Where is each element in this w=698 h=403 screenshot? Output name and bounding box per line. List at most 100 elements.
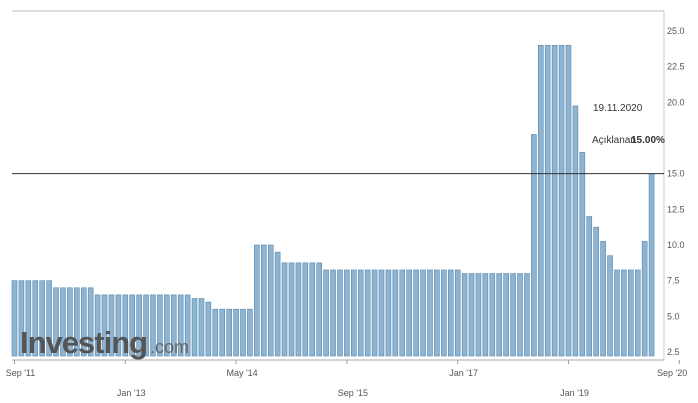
logo-sub-text: .com	[150, 337, 189, 357]
bar	[607, 255, 613, 357]
bar	[544, 44, 551, 357]
y-tick-label: 12.5	[667, 204, 685, 214]
bar	[281, 262, 288, 357]
bar	[344, 269, 350, 357]
bar	[260, 244, 267, 357]
bar	[108, 294, 115, 357]
value-annotation: 19.11.2020 Açıklanan 15.00%	[592, 103, 665, 146]
bar	[524, 273, 530, 357]
bar	[441, 269, 447, 357]
y-tick-label: 25.0	[667, 26, 685, 36]
bar	[101, 294, 108, 357]
bar	[53, 287, 59, 357]
bar	[39, 280, 45, 357]
x-tick-label: Sep '20	[657, 368, 687, 378]
bar	[420, 269, 426, 357]
bar	[60, 287, 66, 357]
bar	[427, 269, 433, 357]
bar	[316, 262, 322, 357]
bar	[205, 301, 212, 357]
bar	[482, 273, 489, 357]
bar	[461, 273, 468, 357]
bar	[579, 151, 586, 357]
x-tick-label: Jan '13	[117, 388, 146, 398]
x-tick-label: Sep '15	[338, 388, 368, 398]
bar	[240, 308, 246, 357]
bar	[80, 287, 87, 357]
bar	[136, 294, 142, 357]
bar	[531, 134, 537, 357]
bar	[337, 269, 343, 357]
bar	[621, 269, 627, 357]
bar	[94, 294, 101, 357]
y-tick-label: 10.0	[667, 240, 685, 250]
bar	[648, 173, 655, 357]
bar	[330, 269, 336, 357]
y-tick-label: 2.5	[667, 347, 680, 357]
y-axis-ticks: 25.0 22.5 20.0 15.0 12.5 10.0 7.5 5.0 2.5	[667, 26, 685, 357]
x-tick-label: Jan '17	[449, 368, 478, 378]
bars	[11, 44, 655, 357]
bar	[378, 269, 385, 357]
bar	[537, 44, 544, 357]
bar	[288, 262, 295, 357]
bar	[233, 308, 239, 357]
bar	[641, 241, 648, 357]
bar	[392, 269, 399, 357]
y-tick-label: 15.0	[667, 169, 685, 179]
bar	[11, 280, 18, 357]
bar	[351, 269, 357, 357]
bar	[212, 308, 219, 357]
bar	[295, 262, 302, 357]
bar	[32, 280, 39, 357]
bar	[434, 269, 440, 357]
bar	[614, 269, 620, 357]
bar	[565, 44, 572, 357]
bar	[122, 294, 129, 357]
bar	[447, 269, 454, 357]
bar	[600, 241, 606, 357]
bar	[198, 298, 205, 357]
y-tick-label: 5.0	[667, 311, 680, 321]
y-tick-label: 7.5	[667, 276, 680, 286]
bar	[586, 216, 593, 357]
bar	[468, 273, 475, 357]
bar	[371, 269, 378, 357]
bar	[302, 262, 309, 357]
bar	[496, 273, 503, 357]
bar	[475, 273, 482, 357]
bar	[46, 280, 52, 357]
bar	[170, 294, 177, 357]
bar	[572, 105, 579, 357]
bar	[150, 294, 156, 357]
bar	[634, 269, 641, 357]
bar	[399, 269, 406, 357]
bar	[517, 273, 523, 357]
bar	[18, 280, 25, 357]
x-tick-label: Sep '11	[6, 368, 36, 378]
bar	[164, 294, 170, 357]
annotation-date: 19.11.2020	[593, 103, 643, 114]
bar	[184, 294, 191, 357]
bar	[364, 269, 371, 357]
bar	[143, 294, 149, 357]
bar	[267, 244, 274, 357]
bar	[406, 269, 412, 357]
bar	[510, 273, 516, 357]
bar	[74, 287, 80, 357]
y-tick-label: 20.0	[667, 97, 685, 107]
bar	[87, 287, 94, 357]
bar	[219, 308, 226, 357]
bar	[593, 226, 599, 357]
annotation-label: Açıklanan	[592, 135, 636, 146]
logo-main-text: Investing	[20, 325, 147, 360]
bar	[627, 269, 634, 357]
bar	[385, 269, 392, 357]
investing-logo: Investing .com	[20, 325, 189, 360]
bar	[254, 244, 260, 357]
bar	[247, 308, 253, 357]
bar	[177, 294, 184, 357]
annotation-value: 15.00%	[631, 135, 665, 146]
x-tick-label: Jan '19	[560, 388, 589, 398]
